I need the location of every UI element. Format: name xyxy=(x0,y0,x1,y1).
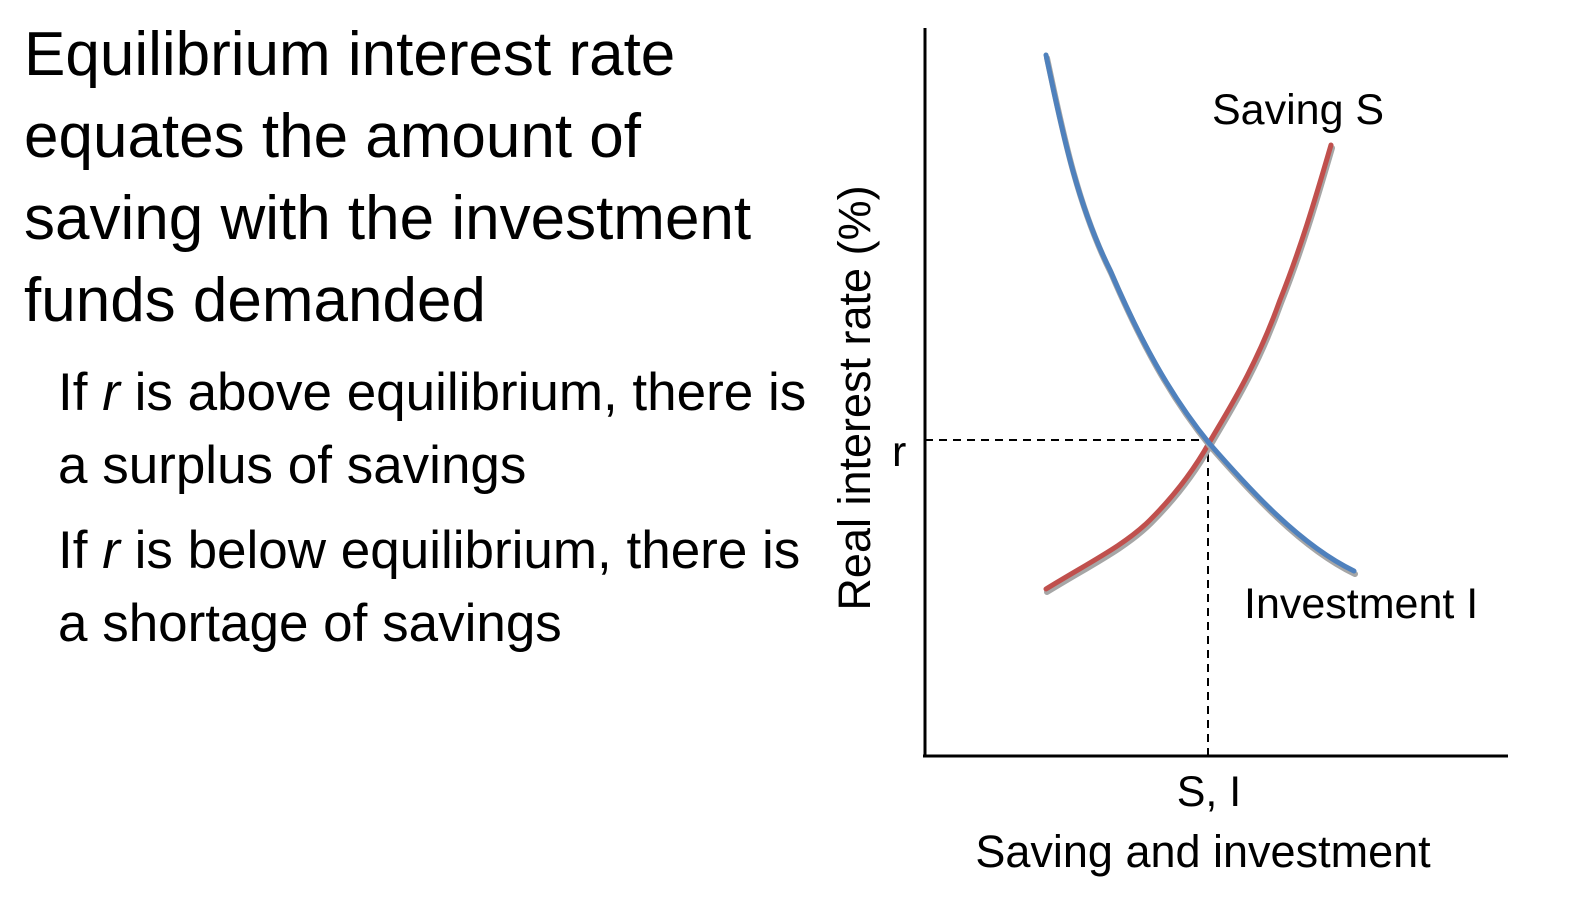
x-axis-label: Saving and investment xyxy=(975,826,1431,877)
investment-curve xyxy=(1043,52,1357,574)
saving-curve-label: Saving S xyxy=(1212,86,1384,134)
slide-text: Equilibrium interest rate equates the am… xyxy=(24,14,814,660)
investment-curve-label: Investment I xyxy=(1244,580,1478,628)
y-axis-label: Real interest rate (%) xyxy=(829,185,880,610)
saving-curve xyxy=(1043,142,1334,592)
interest-rate-variable: r xyxy=(102,363,120,422)
investment-curve-shadow xyxy=(1044,55,1358,577)
sub-point-text: is below equilibrium, there is a shortag… xyxy=(58,521,801,653)
interest-rate-variable: r xyxy=(102,521,120,580)
sub-point-below-equilibrium: If r is below equilibrium, there is a sh… xyxy=(58,514,814,660)
main-point: Equilibrium interest rate equates the am… xyxy=(24,20,752,335)
sub-point-text: is above equilibrium, there is a surplus… xyxy=(58,363,807,495)
sub-point-above-equilibrium: If r is above equilibrium, there is a su… xyxy=(58,356,814,502)
equilibrium-rate-label: r xyxy=(892,428,906,476)
sub-point-prefix: If xyxy=(58,363,103,422)
sub-point-prefix: If xyxy=(58,521,103,580)
equilibrium-quantity-label: S, I xyxy=(1177,768,1242,816)
